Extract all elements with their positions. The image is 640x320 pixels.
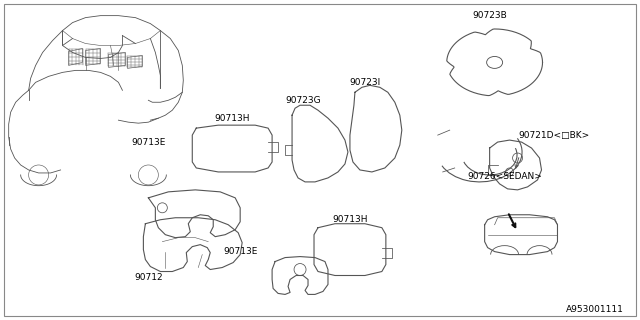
Text: 90723B: 90723B: [472, 11, 507, 20]
Text: 90723I: 90723I: [349, 78, 381, 87]
Text: A953001111: A953001111: [566, 305, 623, 314]
Text: 90713E: 90713E: [131, 138, 166, 147]
Text: 90712: 90712: [134, 273, 163, 282]
Text: 90713E: 90713E: [223, 247, 257, 256]
Text: 90713H: 90713H: [214, 114, 250, 123]
Text: 90713H: 90713H: [332, 215, 368, 224]
Text: 90721D<□BK>: 90721D<□BK>: [519, 131, 590, 140]
Text: 90723G: 90723G: [285, 96, 321, 105]
Text: 90726<SEDAN>: 90726<SEDAN>: [467, 172, 542, 181]
